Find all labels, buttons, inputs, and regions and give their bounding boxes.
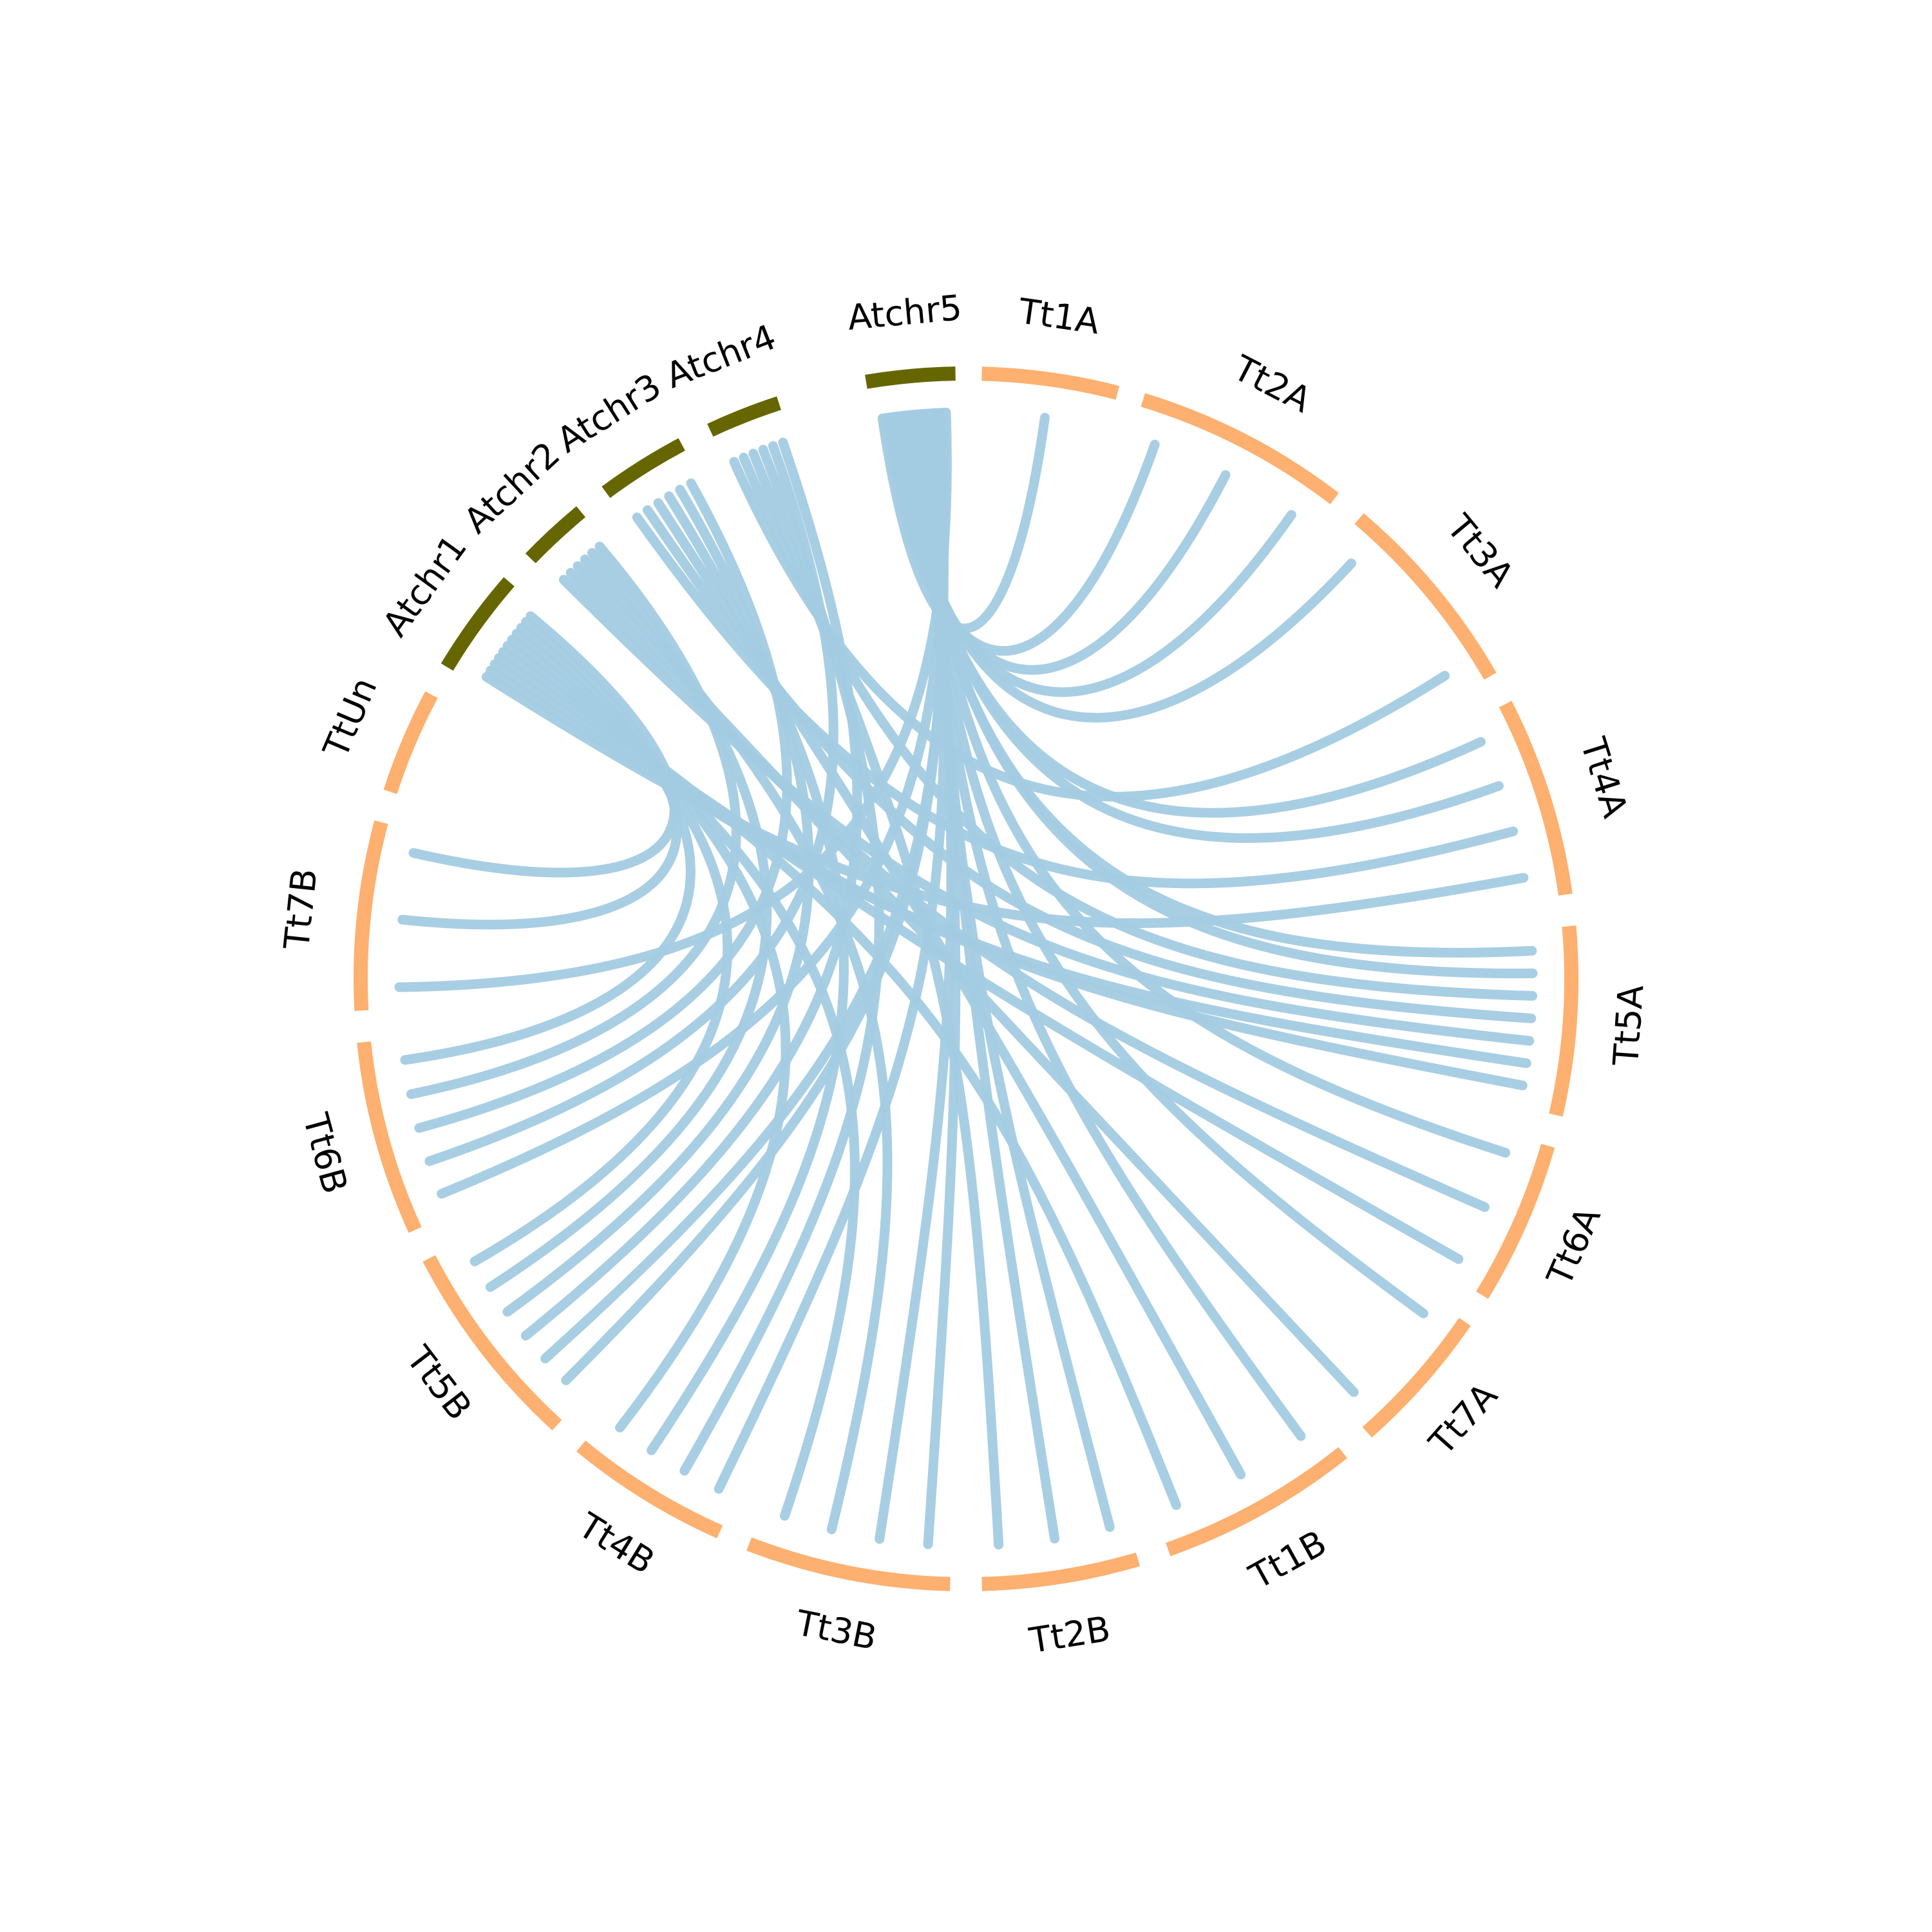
link-atchr4-tt5b [520,437,862,1341]
segment-atchr4 [707,396,781,437]
links-layer [394,408,1538,1550]
segment-label-tt1a: Tt1A [1016,290,1102,342]
segment-ttun [383,691,438,794]
segment-label-tt2a: Tt2A [1227,347,1318,421]
segment-tt1a [981,366,1120,400]
segment-tt7b [354,820,388,1011]
link-atchr3-tt4a [632,512,1519,889]
segment-tt5a [1549,925,1578,1117]
segment-tt2a [1141,393,1339,504]
segment-atchr1 [440,577,515,671]
segment-atchr2 [525,506,586,564]
segment-tt7a [1362,1318,1471,1438]
segment-tt3a [1354,513,1497,680]
segment-label-tt7b: Tt7B [276,867,325,952]
segment-tt4a [1499,701,1573,896]
segment-atchr5 [865,366,956,389]
segment-label-tt7a: Tt7A [1421,1375,1505,1463]
segment-label-atchr1: Atchr1 [375,527,475,644]
link-atchr1-tt7b [397,617,682,930]
segment-label-atchr5: Atchr5 [846,287,964,338]
segment-atchr3 [601,438,685,498]
segment-tt3b [746,1537,951,1591]
segment-tt4b [576,1440,723,1539]
segment-label-tt3b: Tt3B [792,1602,880,1658]
segment-label-tt2b: Tt2B [1026,1609,1113,1662]
segment-label-tt5a: Tt5A [1605,983,1652,1068]
segment-label-tt1b: Tt1B [1242,1522,1333,1597]
segment-label-ttun: TtUn [315,672,384,764]
link-atchr1-tt6b [400,623,696,1065]
segment-label-atchr4: Atchr4 [660,317,781,397]
segment-label-tt6b: Tt6B [295,1108,355,1198]
segment-tt6b [357,1041,422,1233]
link-atchr1-tt7b [408,611,679,878]
segments-layer [354,366,1578,1591]
segment-label-tt4a: Tt4A [1573,732,1636,822]
segment-label-atchr2: Atchr2 [456,434,567,542]
segment-tt5b [422,1255,562,1431]
link-atchr4-tt6b [424,441,838,1166]
segment-tt1b [1166,1447,1348,1557]
segment-tt6a [1476,1144,1555,1299]
segment-label-tt4b: Tt4B [571,1504,662,1582]
segment-label-tt3a: Tt3A [1439,507,1522,596]
segment-tt2b [981,1552,1141,1591]
segment-label-tt6a: Tt6A [1539,1201,1609,1292]
segment-label-tt5b: Tt5B [398,1338,480,1428]
segment-label-atchr3: Atchr3 [550,365,668,460]
